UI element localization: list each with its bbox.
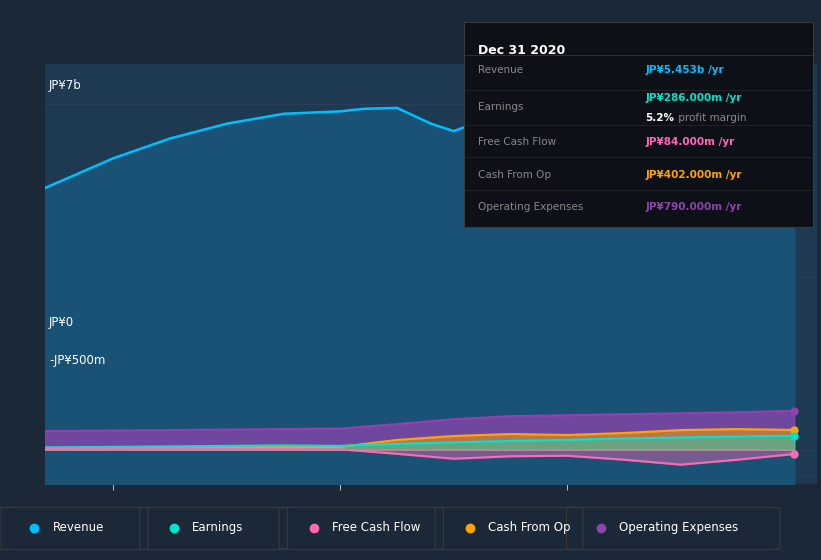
Text: JP¥286.000m /yr: JP¥286.000m /yr [645,93,741,103]
Text: profit margin: profit margin [675,114,746,123]
Text: JP¥84.000m /yr: JP¥84.000m /yr [645,137,735,147]
Text: Cash From Op: Cash From Op [478,170,551,180]
Text: JP¥790.000m /yr: JP¥790.000m /yr [645,202,741,212]
Text: Earnings: Earnings [192,521,244,534]
Text: Free Cash Flow: Free Cash Flow [332,521,420,534]
Text: JP¥7b: JP¥7b [49,79,82,92]
Text: Revenue: Revenue [53,521,104,534]
Text: Operating Expenses: Operating Expenses [619,521,738,534]
Text: JP¥402.000m /yr: JP¥402.000m /yr [645,170,742,180]
Text: Cash From Op: Cash From Op [488,521,570,534]
Text: Earnings: Earnings [478,102,523,112]
Text: Operating Expenses: Operating Expenses [478,202,583,212]
Text: Free Cash Flow: Free Cash Flow [478,137,556,147]
Text: 5.2%: 5.2% [645,114,674,123]
Text: JP¥0: JP¥0 [49,316,74,329]
Text: JP¥5.453b /yr: JP¥5.453b /yr [645,66,724,76]
Text: Dec 31 2020: Dec 31 2020 [478,44,565,57]
Text: Revenue: Revenue [478,66,523,76]
Text: -JP¥500m: -JP¥500m [49,354,105,367]
